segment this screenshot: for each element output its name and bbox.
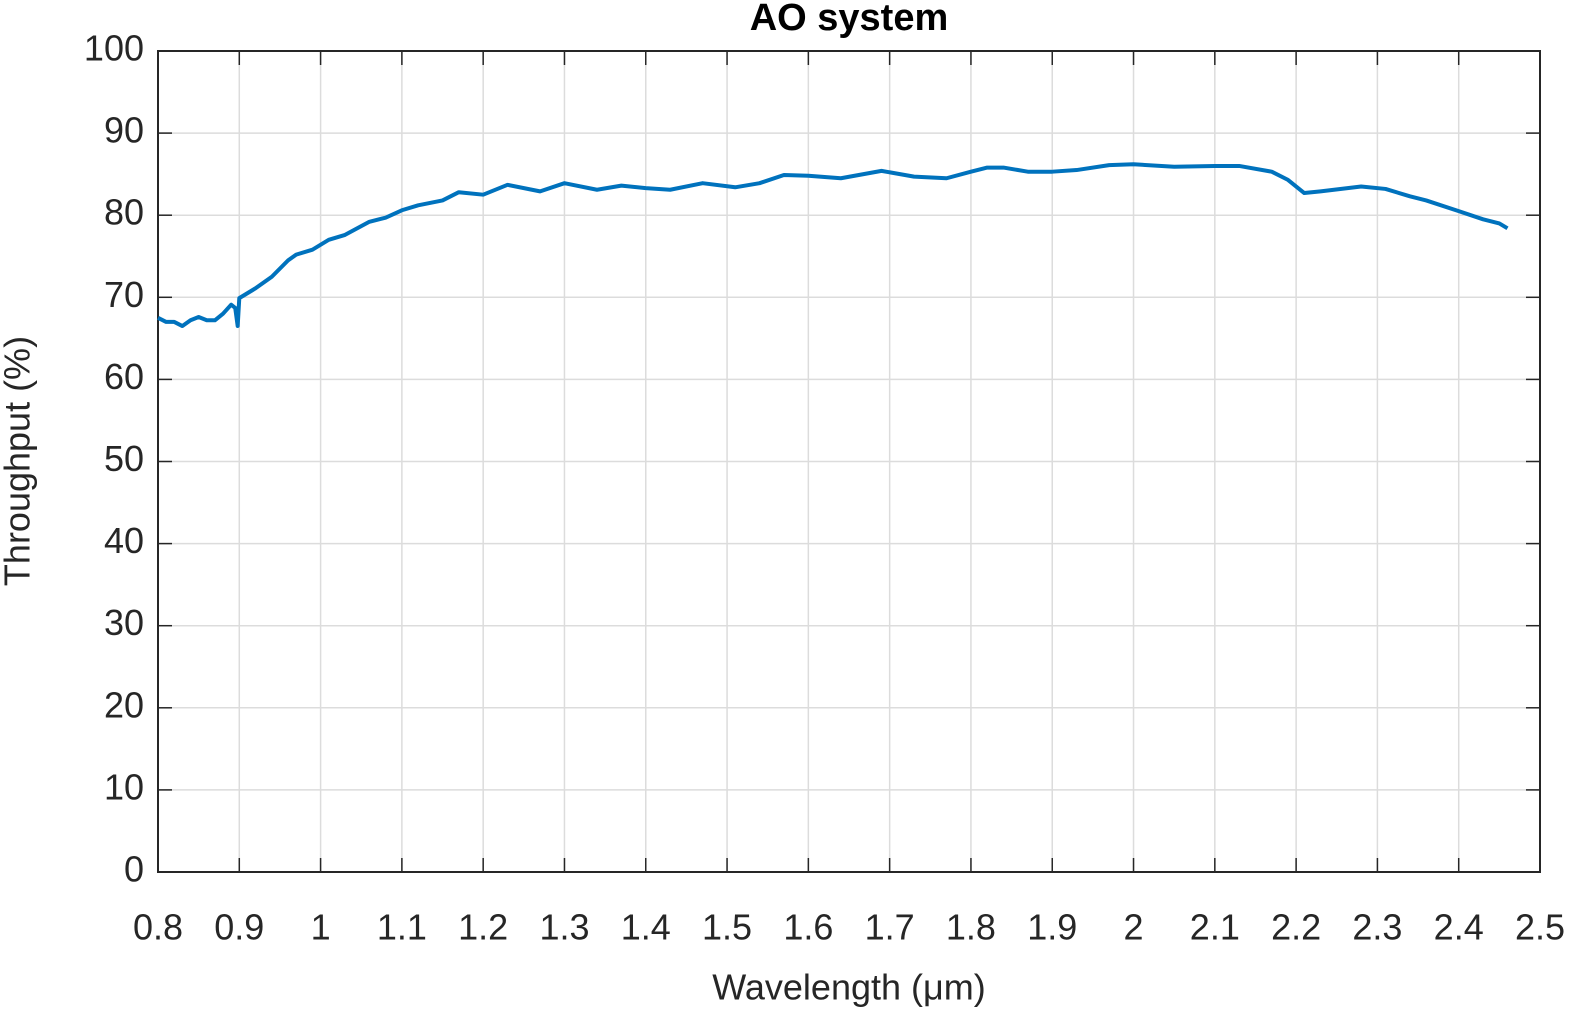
x-tick-label: 1.1 [377,907,427,948]
x-tick-label: 2 [1124,907,1144,948]
x-tick-label: 1.8 [946,907,996,948]
data-line [157,162,1509,329]
x-tick-label: 2.4 [1434,907,1484,948]
x-tick-label: 2.5 [1515,907,1565,948]
x-axis-label: Wavelength (μm) [712,967,985,1008]
y-tick-label: 50 [104,438,144,479]
x-tick-label: 0.8 [133,907,183,948]
x-tick-label: 0.9 [214,907,264,948]
x-tick-label: 1.4 [621,907,671,948]
x-tick-label: 2.3 [1352,907,1402,948]
y-tick-label: 0 [124,849,144,890]
y-tick-label: 30 [104,602,144,643]
axes-box [157,50,1541,873]
x-tick-label: 1.2 [458,907,508,948]
y-tick-label: 10 [104,766,144,807]
x-tick-label: 1.6 [783,907,833,948]
y-tick-label: 40 [104,520,144,561]
y-tick-label: 100 [84,28,144,69]
chart-title: AO system [750,0,949,39]
y-tick-label: 20 [104,684,144,725]
x-tick-label: 1.5 [702,907,752,948]
x-tick-label: 2.1 [1190,907,1240,948]
x-tick-label: 1.9 [1027,907,1077,948]
y-axis-label: Throughput (%) [0,336,38,586]
y-tick-label: 80 [104,192,144,233]
x-tick-label: 1.7 [865,907,915,948]
y-tick-label: 60 [104,356,144,397]
x-tick-label: 1 [311,907,331,948]
y-tick-label: 90 [104,110,144,151]
x-tick-label: 2.2 [1271,907,1321,948]
x-tick-label: 1.3 [539,907,589,948]
y-tick-label: 70 [104,274,144,315]
